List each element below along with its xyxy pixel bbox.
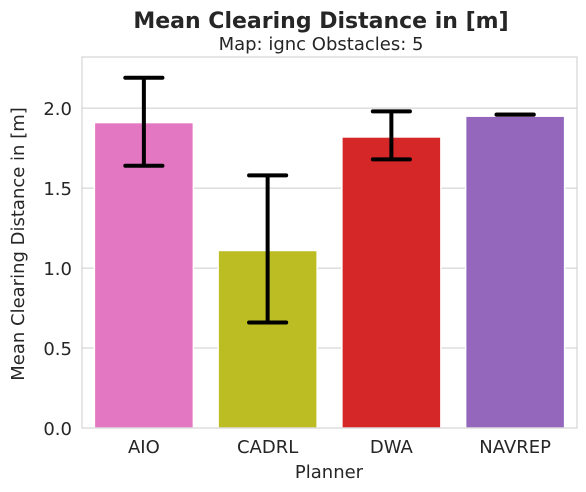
x-tick-label: AIO: [128, 437, 160, 458]
y-tick-label: 1.5: [43, 179, 72, 200]
x-tick-label: CADRL: [237, 437, 298, 458]
y-tick-labels: 0.0 0.5 1.0 1.5 2.0: [43, 99, 72, 440]
error-bars-group: [123, 75, 536, 325]
chart-title: Mean Clearing Distance in [m]: [133, 9, 508, 34]
x-tick-labels: AIO CADRL DWA NAVREP: [128, 437, 551, 458]
x-tick-label: DWA: [370, 437, 414, 458]
x-axis-label: Planner: [295, 462, 364, 483]
chart-subtitle: Map: ignc Obstacles: 5: [219, 34, 424, 55]
bar-aio: [93, 121, 195, 429]
x-tick-label: NAVREP: [479, 437, 551, 458]
plot-frame: [81, 56, 578, 429]
bar-dwa: [341, 136, 442, 429]
y-tick-label: 0.5: [43, 339, 72, 360]
y-tick-label: 2.0: [43, 99, 72, 120]
y-axis-label: Mean Clearing Distance in [m]: [8, 107, 29, 381]
y-tick-label: 1.0: [43, 259, 72, 280]
bars-group: [93, 115, 566, 429]
y-tick-label: 0.0: [43, 419, 72, 440]
bar-navrep: [464, 115, 566, 429]
